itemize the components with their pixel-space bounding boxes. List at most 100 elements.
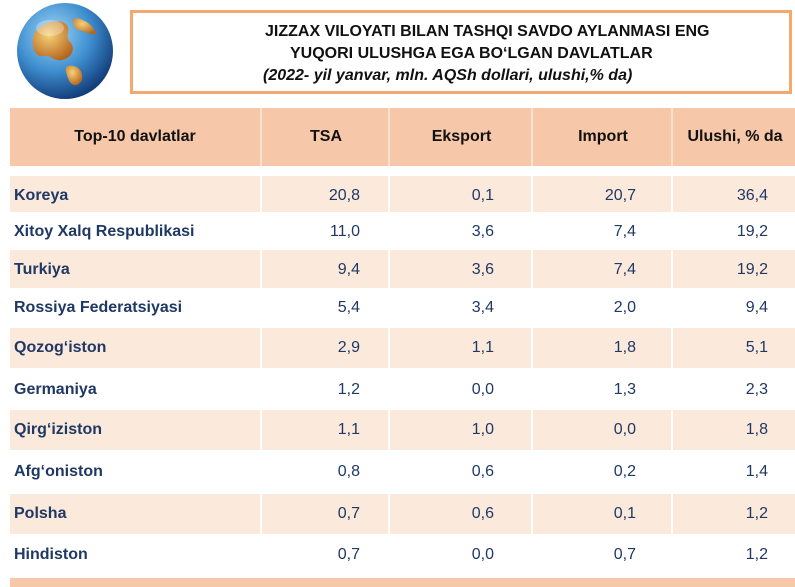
column-separator	[531, 410, 533, 450]
cell-tsa: 2,9	[337, 339, 360, 356]
cell-import: 0,1	[613, 505, 636, 522]
column-separator	[388, 176, 390, 216]
cell-tsa: 0,7	[337, 505, 360, 522]
column-separator	[260, 370, 262, 410]
cell-import: 20,7	[604, 187, 636, 204]
cell-ulushi: 1,2	[745, 546, 768, 563]
cell-import: 0,2	[613, 463, 636, 480]
cell-country: Turkiya	[14, 261, 70, 278]
cell-eksport: 0,6	[471, 463, 494, 480]
cell-tsa: 0,8	[337, 463, 360, 480]
cell-tsa: 11,0	[330, 223, 360, 240]
column-separator	[671, 250, 673, 290]
cell-ulushi: 1,2	[745, 505, 768, 522]
cell-eksport: 1,0	[471, 421, 494, 438]
cell-ulushi: 1,8	[745, 421, 768, 438]
table-row: Hindiston 0,7 0,0 0,7 1,2	[10, 535, 795, 575]
column-separator	[671, 410, 673, 450]
title-line-2: YUQORI ULUSHGA EGA BO‘LGAN DAVLATLAR	[290, 45, 653, 62]
column-separator	[671, 370, 673, 410]
column-separator	[388, 212, 390, 252]
cell-ulushi: 2,3	[745, 381, 768, 398]
cell-country: Xitoy Xalq Respublikasi	[14, 223, 195, 240]
cell-tsa: 0,7	[337, 546, 360, 563]
table-row: Qozog‘iston 2,9 1,1 1,8 5,1	[10, 328, 795, 368]
column-separator	[671, 535, 673, 575]
bottom-strip	[10, 578, 795, 587]
cell-import: 1,3	[613, 381, 636, 398]
cell-eksport: 3,6	[471, 223, 494, 240]
table-row: Germaniya 1,2 0,0 1,3 2,3	[10, 370, 795, 410]
cell-country: Hindiston	[14, 546, 88, 563]
column-separator	[531, 212, 533, 252]
column-separator	[260, 250, 262, 290]
column-separator	[388, 410, 390, 450]
cell-import: 2,0	[613, 299, 636, 316]
cell-eksport: 3,4	[471, 299, 494, 316]
column-separator	[531, 250, 533, 290]
column-separator	[260, 494, 262, 534]
column-separator	[388, 370, 390, 410]
cell-country: Qirg‘iziston	[14, 421, 102, 438]
table-row: Qirg‘iziston 1,1 1,0 0,0 1,8	[10, 410, 795, 450]
column-separator	[671, 288, 673, 328]
column-separator	[531, 452, 533, 492]
column-separator	[531, 328, 533, 368]
cell-ulushi: 19,2	[736, 261, 768, 278]
title-line-1: JIZZAX VILOYATI BILAN TASHQI SAVDO AYLAN…	[265, 23, 710, 40]
column-separator	[260, 452, 262, 492]
cell-tsa: 20,8	[328, 187, 360, 204]
column-separator	[671, 452, 673, 492]
column-separator	[531, 370, 533, 410]
column-separator	[531, 288, 533, 328]
cell-tsa: 5,4	[337, 299, 360, 316]
cell-country: Qozog‘iston	[14, 339, 107, 356]
column-separator	[260, 328, 262, 368]
cell-eksport: 0,6	[471, 505, 494, 522]
header-import: Import	[531, 108, 673, 166]
cell-ulushi: 36,4	[736, 187, 768, 204]
column-separator	[671, 494, 673, 534]
cell-ulushi: 19,2	[736, 223, 768, 240]
column-separator	[671, 176, 673, 216]
column-separator	[671, 328, 673, 368]
cell-eksport: 1,1	[471, 339, 494, 356]
column-separator	[531, 535, 533, 575]
column-separator	[531, 176, 533, 216]
cell-ulushi: 9,4	[745, 299, 768, 316]
column-separator	[671, 212, 673, 252]
table-row: Polsha 0,7 0,6 0,1 1,2	[10, 494, 795, 534]
column-separator	[388, 494, 390, 534]
cell-import: 0,0	[613, 421, 636, 438]
table-header: Top-10 davlatlar TSA Eksport Import Ulus…	[10, 108, 795, 166]
cell-eksport: 0,0	[471, 381, 494, 398]
cell-country: Koreya	[14, 187, 69, 204]
column-separator	[260, 176, 262, 216]
table-row: Xitoy Xalq Respublikasi 11,0 3,6 7,4 19,2	[10, 212, 795, 252]
column-separator	[388, 535, 390, 575]
table-row: Turkiya 9,4 3,6 7,4 19,2	[10, 250, 795, 290]
column-separator	[388, 288, 390, 328]
cell-eksport: 0,1	[471, 187, 494, 204]
column-separator	[260, 535, 262, 575]
cell-ulushi: 5,1	[745, 339, 768, 356]
column-separator	[388, 452, 390, 492]
cell-import: 1,8	[613, 339, 636, 356]
header-ulushi: Ulushi, % da	[671, 108, 795, 166]
column-separator	[388, 250, 390, 290]
cell-import: 0,7	[613, 546, 636, 563]
cell-eksport: 3,6	[471, 261, 494, 278]
column-separator	[260, 212, 262, 252]
column-separator	[531, 494, 533, 534]
table-row: Afg‘oniston 0,8 0,6 0,2 1,4	[10, 452, 795, 492]
column-separator	[260, 288, 262, 328]
globe-icon	[17, 3, 113, 99]
cell-tsa: 1,2	[337, 381, 360, 398]
cell-tsa: 1,1	[337, 421, 360, 438]
cell-eksport: 0,0	[471, 546, 494, 563]
table-row: Rossiya Federatsiyasi 5,4 3,4 2,0 9,4	[10, 288, 795, 328]
header-tsa: TSA	[260, 108, 390, 166]
header-countries: Top-10 davlatlar	[74, 128, 196, 145]
column-separator	[260, 410, 262, 450]
cell-import: 7,4	[613, 261, 636, 278]
